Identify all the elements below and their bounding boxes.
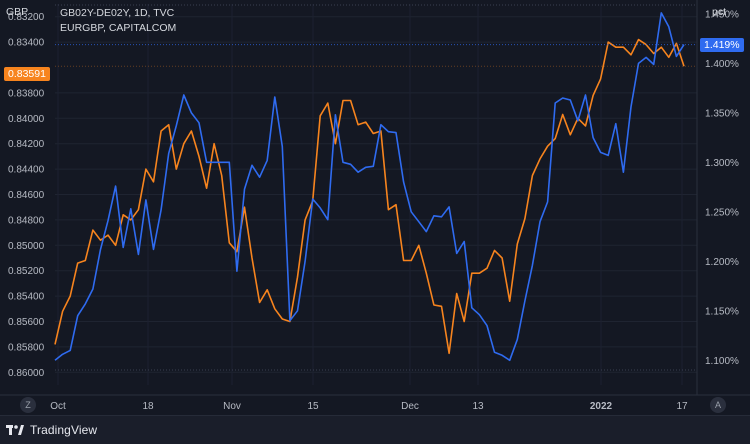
legend-series-spread[interactable]: GB02Y-DE02Y, 1D, TVC bbox=[60, 7, 175, 19]
left-tick-label: 0.85400 bbox=[8, 292, 45, 303]
x-tick-label: 13 bbox=[472, 401, 484, 412]
x-tick-label: Oct bbox=[50, 401, 66, 412]
tradingview-logo[interactable]: TradingView bbox=[6, 423, 97, 437]
left-tick-label: 0.85800 bbox=[8, 342, 45, 353]
right-price-axis[interactable]: 1.450% 1.400% 1.350% 1.300% 1.250% 1.200% 1.15… bbox=[705, 9, 739, 366]
left-tick-label: 0.83800 bbox=[8, 88, 45, 99]
left-tick-label: 0.84800 bbox=[8, 215, 45, 226]
right-tick-label: 1.100% bbox=[705, 356, 739, 367]
x-tick-label: 18 bbox=[142, 401, 154, 412]
right-current-value-label: 1.419% bbox=[700, 38, 744, 52]
right-tick-label: 1.350% bbox=[705, 108, 739, 119]
left-tick-label: 0.85600 bbox=[8, 317, 45, 328]
right-tick-label: 1.300% bbox=[705, 158, 739, 169]
left-tick-label: 0.84600 bbox=[8, 190, 45, 201]
left-tick-label: 0.85200 bbox=[8, 266, 45, 277]
right-tick-label: 1.200% bbox=[705, 257, 739, 268]
series-line[interactable] bbox=[54, 38, 685, 355]
auto-scale-right-button[interactable]: A bbox=[710, 397, 726, 413]
left-current-price-label: 0.83591 bbox=[4, 67, 50, 81]
x-tick-label: 17 bbox=[676, 401, 688, 412]
tradingview-logo-icon bbox=[6, 425, 24, 435]
time-axis[interactable]: Oct 18 Nov 15 Dec 13 2022 17 bbox=[50, 401, 688, 412]
left-price-axis[interactable]: 0.83200 0.83400 0.83800 0.84000 0.84200 0.844… bbox=[8, 12, 45, 379]
footer-bar: TradingView bbox=[0, 415, 750, 444]
right-axis-unit: pct bbox=[712, 6, 727, 18]
left-tick-label: 0.86000 bbox=[8, 368, 45, 379]
brand-name: TradingView bbox=[30, 423, 98, 437]
right-tick-label: 1.400% bbox=[705, 59, 739, 70]
right-tick-label: 1.150% bbox=[705, 306, 739, 317]
left-tick-label: 0.83400 bbox=[8, 38, 45, 49]
x-tick-label: Dec bbox=[401, 401, 419, 412]
auto-scale-left-button[interactable]: Z bbox=[20, 397, 36, 413]
x-tick-label: 2022 bbox=[590, 401, 613, 412]
legend-series-eurgbp[interactable]: EURGBP, CAPITALCOM bbox=[60, 22, 177, 34]
series-line[interactable] bbox=[54, 12, 685, 362]
left-tick-label: 0.84000 bbox=[8, 114, 45, 125]
left-tick-label: 0.83200 bbox=[8, 12, 45, 23]
left-axis-unit: GBP bbox=[6, 6, 29, 18]
left-tick-label: 0.84200 bbox=[8, 139, 45, 150]
right-tick-label: 1.450% bbox=[705, 9, 739, 20]
series-layer bbox=[54, 12, 697, 362]
x-tick-label: 15 bbox=[307, 401, 319, 412]
x-tick-label: Nov bbox=[223, 401, 241, 412]
left-tick-label: 0.85000 bbox=[8, 241, 45, 252]
right-tick-label: 1.250% bbox=[705, 207, 739, 218]
chart-canvas[interactable]: 0.83200 0.83400 0.83800 0.84000 0.84200 0.844… bbox=[0, 0, 750, 415]
left-tick-label: 0.84400 bbox=[8, 165, 45, 176]
